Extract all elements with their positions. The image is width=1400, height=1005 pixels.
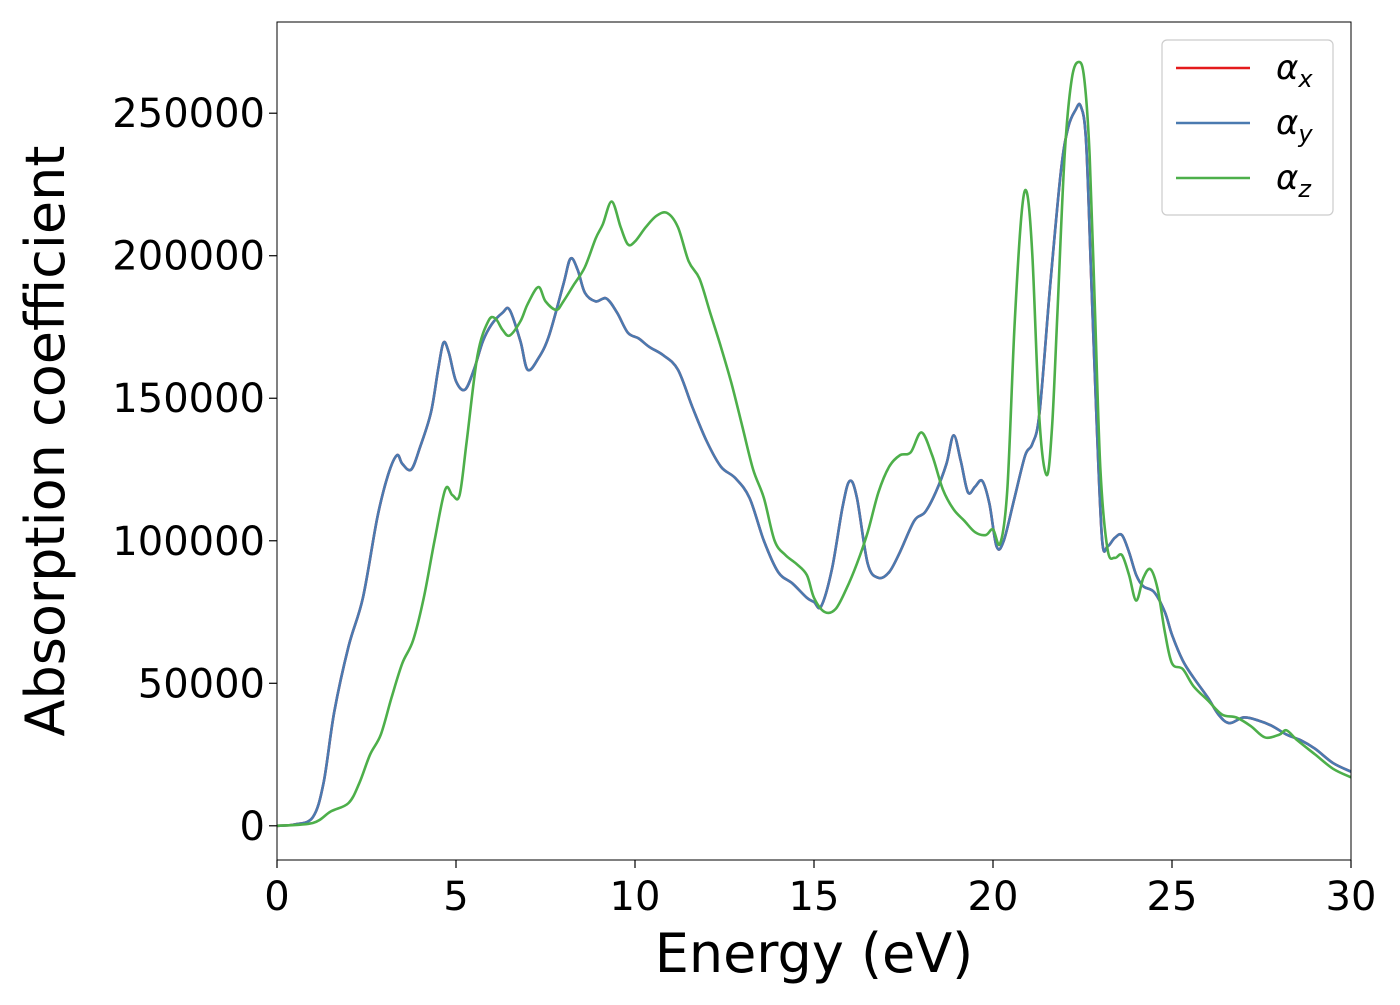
series-line-z [277, 60, 1351, 828]
y-tick-label: 50000 [138, 661, 265, 707]
legend-symbol: α [1276, 158, 1298, 198]
legend-symbol: α [1276, 103, 1298, 143]
x-tick-label: 0 [264, 874, 289, 920]
x-tick-label: 5 [443, 874, 468, 920]
x-tick-label: 20 [968, 874, 1019, 920]
legend-label-z: αz [1276, 158, 1312, 203]
legend-symbol: α [1276, 48, 1298, 88]
y-axis-title: Absorption coefficient [14, 146, 77, 737]
legend-subscript: y [1297, 120, 1313, 148]
legend-label-y: αy [1276, 103, 1313, 148]
legend-box [1161, 39, 1334, 216]
x-tick-label: 10 [610, 874, 661, 920]
y-axis-ticks: 0 50000 100000 150000 200000 250000 [112, 91, 277, 850]
legend-subscript: x [1297, 65, 1313, 93]
x-tick-label: 30 [1326, 874, 1377, 920]
x-tick-label: 15 [789, 874, 840, 920]
y-tick-label: 100000 [112, 519, 265, 565]
x-tick-label: 25 [1147, 874, 1198, 920]
x-axis-title: Energy (eV) [655, 922, 974, 985]
y-tick-label: 0 [240, 804, 265, 850]
legend-subscript: z [1297, 175, 1312, 203]
y-tick-label: 150000 [112, 376, 265, 422]
y-tick-label: 250000 [112, 91, 265, 137]
series-line-y [277, 102, 1351, 828]
legend-label-x: αx [1276, 48, 1313, 93]
series-layer [277, 60, 1351, 828]
x-axis-ticks: 0 5 10 15 20 25 30 [264, 860, 1376, 920]
y-tick-label: 200000 [112, 234, 265, 280]
